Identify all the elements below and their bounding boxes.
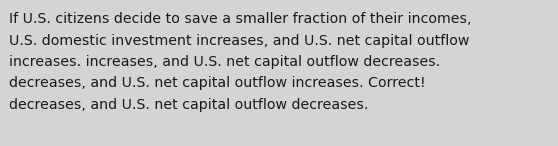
Text: decreases, and U.S. net capital outflow increases. Correct!: decreases, and U.S. net capital outflow …: [9, 77, 426, 91]
Text: increases. increases, and U.S. net capital outflow decreases.: increases. increases, and U.S. net capit…: [9, 55, 440, 69]
Text: decreases, and U.S. net capital outflow decreases.: decreases, and U.S. net capital outflow …: [9, 98, 368, 112]
Text: If U.S. citizens decide to save a smaller fraction of their incomes,: If U.S. citizens decide to save a smalle…: [9, 12, 472, 26]
Text: U.S. domestic investment increases, and U.S. net capital outflow: U.S. domestic investment increases, and …: [9, 33, 469, 47]
